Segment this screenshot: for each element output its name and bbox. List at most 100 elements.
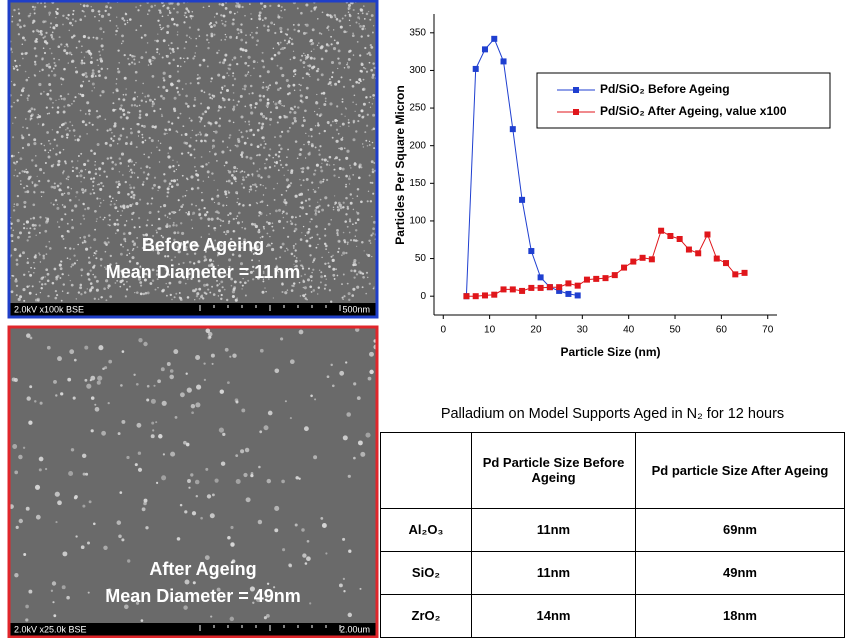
- point: [528, 285, 534, 291]
- particle: [295, 140, 298, 143]
- particle: [366, 253, 368, 255]
- particle: [230, 617, 234, 621]
- particle: [267, 205, 269, 207]
- info-text: 2.0kV x25.0k BSE: [14, 624, 87, 634]
- particle: [238, 101, 240, 103]
- particle: [269, 148, 271, 150]
- particle: [54, 65, 56, 67]
- particle: [29, 236, 31, 238]
- particle: [124, 224, 126, 226]
- particle: [191, 18, 192, 19]
- particle: [284, 199, 286, 201]
- particle: [356, 22, 358, 24]
- particle: [72, 170, 74, 172]
- particle: [287, 186, 290, 189]
- point: [575, 283, 581, 289]
- particle: [345, 186, 347, 188]
- particle: [370, 69, 373, 72]
- particle: [300, 59, 302, 61]
- particle: [59, 36, 61, 38]
- particle: [342, 297, 344, 299]
- particle: [30, 267, 32, 269]
- particle: [342, 98, 344, 100]
- particle: [136, 291, 139, 294]
- particle: [120, 116, 123, 119]
- particle: [140, 56, 143, 59]
- particle: [326, 163, 328, 165]
- particle: [34, 63, 36, 65]
- particle: [320, 281, 322, 283]
- particle: [228, 170, 229, 171]
- particle: [77, 138, 80, 141]
- particle: [230, 526, 233, 529]
- particle: [220, 298, 222, 300]
- particle: [357, 120, 359, 122]
- particle: [96, 289, 99, 292]
- particle: [38, 83, 41, 86]
- particle: [372, 103, 373, 104]
- particle: [33, 191, 35, 193]
- particle: [234, 78, 236, 80]
- particle: [49, 48, 51, 50]
- particle: [208, 225, 210, 227]
- particle: [167, 286, 169, 288]
- particle: [154, 99, 156, 101]
- particle: [130, 128, 132, 130]
- particle: [35, 254, 37, 256]
- particle: [234, 287, 236, 289]
- particle: [129, 18, 132, 21]
- particle: [169, 213, 171, 215]
- particle: [51, 590, 53, 592]
- particle: [290, 359, 295, 364]
- particle: [332, 384, 335, 387]
- particle: [156, 232, 158, 234]
- particle: [283, 227, 285, 229]
- particle: [373, 147, 375, 149]
- particle: [167, 155, 170, 158]
- particle: [286, 248, 287, 249]
- particle: [347, 206, 349, 208]
- particle: [311, 51, 312, 52]
- particle: [226, 299, 228, 301]
- particle: [71, 226, 74, 229]
- particle: [233, 106, 236, 109]
- particle: [161, 475, 166, 480]
- particle: [325, 248, 327, 250]
- particle: [88, 109, 91, 112]
- particle: [173, 8, 175, 10]
- particle: [35, 38, 37, 40]
- particle: [199, 121, 201, 123]
- particle: [281, 131, 283, 133]
- y-tick-label: 200: [409, 140, 426, 151]
- particle: [90, 149, 93, 152]
- particle: [194, 299, 195, 300]
- particle: [226, 181, 228, 183]
- particle: [200, 295, 203, 298]
- particle: [158, 140, 159, 141]
- particle: [244, 171, 246, 173]
- particle: [245, 42, 247, 44]
- particle: [168, 121, 171, 124]
- particle: [151, 152, 152, 153]
- particle: [190, 473, 193, 476]
- particle: [210, 125, 211, 126]
- particle: [195, 38, 197, 40]
- particle: [169, 47, 171, 49]
- particle: [123, 94, 125, 96]
- particle: [91, 57, 93, 59]
- particle: [94, 87, 95, 88]
- particle: [269, 5, 271, 7]
- particle: [110, 7, 112, 9]
- particle: [182, 88, 184, 90]
- particle: [260, 201, 262, 203]
- particle: [309, 602, 311, 604]
- particle: [316, 94, 317, 95]
- particle: [277, 65, 279, 67]
- particle: [59, 151, 61, 153]
- particle: [47, 113, 49, 115]
- particle: [62, 173, 63, 174]
- particle: [303, 66, 305, 68]
- particle: [19, 26, 22, 29]
- particle: [355, 229, 357, 231]
- table-title: Palladium on Model Supports Aged in N₂ f…: [381, 368, 845, 432]
